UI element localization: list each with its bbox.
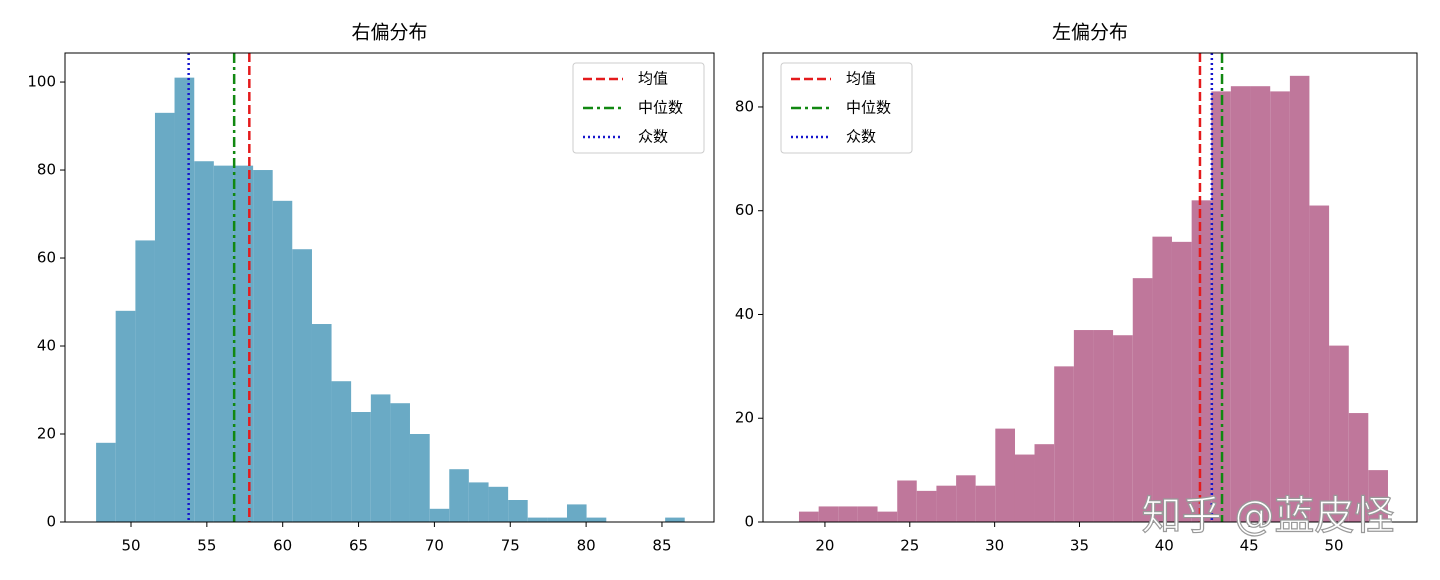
bar [1270, 91, 1290, 522]
x-tick-label: 20 [815, 537, 834, 555]
x-tick-label: 25 [900, 537, 919, 555]
plot-frame [762, 52, 1418, 523]
x-tick-label: 45 [1240, 537, 1259, 555]
x-tick-label: 75 [501, 537, 520, 555]
bar [1191, 200, 1212, 523]
bar [429, 508, 450, 522]
bar [292, 249, 312, 522]
chart-title: 左偏分布 [1052, 22, 1128, 44]
watermark: 知乎 @蓝皮怪 [1142, 493, 1395, 539]
bar [194, 161, 214, 522]
legend-label: 均值 [638, 70, 668, 88]
bar [566, 504, 587, 522]
bar [818, 506, 839, 522]
bar [449, 469, 469, 522]
legend-label: 众数 [638, 128, 668, 146]
bar [1329, 345, 1349, 522]
bar [174, 77, 195, 522]
bar [135, 240, 155, 522]
bar [586, 517, 607, 522]
y-tick-label: 0 [46, 513, 56, 531]
bar [547, 517, 567, 522]
y-tick-label: 0 [744, 513, 754, 531]
bar [488, 486, 509, 522]
y-tick-label: 60 [37, 249, 56, 267]
x-tick-label: 80 [577, 537, 596, 555]
x-tick-label: 65 [349, 537, 368, 555]
bar [936, 485, 957, 522]
bar [1171, 241, 1192, 522]
bar [995, 428, 1015, 522]
y-tick-label: 40 [735, 305, 754, 323]
bar [916, 490, 937, 522]
bar [1152, 236, 1172, 522]
bar [798, 511, 819, 522]
bar [370, 394, 391, 522]
bar [311, 324, 332, 522]
bar [1054, 366, 1074, 522]
bar [154, 112, 175, 522]
x-tick-label: 50 [1324, 537, 1343, 555]
plot-frame [64, 52, 715, 523]
legend-box [572, 62, 705, 154]
x-tick-label: 50 [121, 537, 140, 555]
bar [838, 506, 858, 522]
x-tick-label: 35 [1070, 537, 1089, 555]
bar [956, 475, 976, 522]
bar [1368, 470, 1388, 522]
bar [1132, 278, 1153, 522]
bar [272, 200, 293, 522]
legend-box [780, 62, 913, 154]
x-tick-label: 60 [273, 537, 292, 555]
x-tick-label: 85 [652, 537, 671, 555]
bar [409, 434, 430, 522]
bar [1230, 86, 1251, 522]
bar [1113, 335, 1133, 522]
y-tick-label: 20 [37, 425, 56, 443]
bar [331, 381, 352, 522]
y-tick-label: 60 [735, 201, 754, 219]
y-tick-label: 80 [735, 97, 754, 115]
bar [1093, 330, 1114, 522]
bar [527, 517, 548, 522]
bar [1289, 75, 1310, 523]
y-tick-label: 20 [735, 409, 754, 427]
bar [115, 310, 136, 522]
bar [857, 506, 878, 522]
x-tick-label: 30 [985, 537, 1004, 555]
bar [96, 442, 116, 522]
bar [1073, 330, 1094, 522]
legend-label: 众数 [846, 128, 876, 146]
bar [1250, 86, 1271, 522]
bar [1014, 454, 1035, 522]
bar [351, 412, 371, 522]
y-tick-label: 80 [37, 161, 56, 179]
legend-label: 中位数 [846, 99, 891, 117]
bar [665, 517, 685, 522]
bar [877, 511, 898, 522]
bar [1309, 205, 1330, 523]
bar [213, 165, 234, 523]
y-tick-label: 100 [27, 73, 56, 91]
chart-title: 右偏分布 [351, 22, 427, 44]
y-tick-label: 40 [37, 337, 56, 355]
bar [468, 482, 489, 522]
bar [975, 485, 996, 522]
bar [253, 170, 273, 522]
x-tick-label: 55 [197, 537, 216, 555]
x-tick-label: 70 [425, 537, 444, 555]
x-tick-label: 40 [1155, 537, 1174, 555]
bar [508, 500, 528, 522]
legend-label: 中位数 [638, 99, 683, 117]
bar [1034, 444, 1055, 522]
bar [390, 403, 410, 522]
legend-label: 均值 [846, 70, 876, 88]
bar [1348, 413, 1369, 522]
bar [897, 480, 917, 522]
